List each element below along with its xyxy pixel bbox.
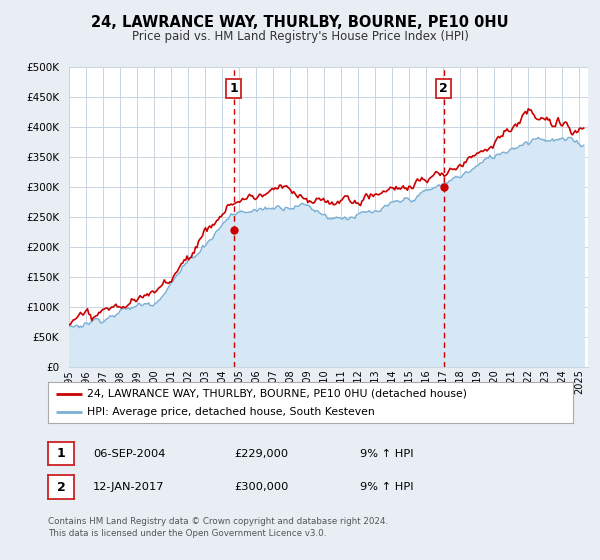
Text: 9% ↑ HPI: 9% ↑ HPI [360,449,413,459]
Text: 9% ↑ HPI: 9% ↑ HPI [360,482,413,492]
Text: 24, LAWRANCE WAY, THURLBY, BOURNE, PE10 0HU (detached house): 24, LAWRANCE WAY, THURLBY, BOURNE, PE10 … [88,389,467,399]
Text: Price paid vs. HM Land Registry's House Price Index (HPI): Price paid vs. HM Land Registry's House … [131,30,469,43]
Text: 06-SEP-2004: 06-SEP-2004 [93,449,166,459]
Text: 1: 1 [57,447,65,460]
Text: Contains HM Land Registry data © Crown copyright and database right 2024.
This d: Contains HM Land Registry data © Crown c… [48,517,388,538]
Text: HPI: Average price, detached house, South Kesteven: HPI: Average price, detached house, Sout… [88,407,375,417]
Text: 12-JAN-2017: 12-JAN-2017 [93,482,164,492]
Text: £300,000: £300,000 [234,482,289,492]
Text: 2: 2 [57,480,65,494]
Text: 2: 2 [439,82,448,95]
Text: £229,000: £229,000 [234,449,288,459]
Text: 1: 1 [229,82,238,95]
Text: 24, LAWRANCE WAY, THURLBY, BOURNE, PE10 0HU: 24, LAWRANCE WAY, THURLBY, BOURNE, PE10 … [91,15,509,30]
